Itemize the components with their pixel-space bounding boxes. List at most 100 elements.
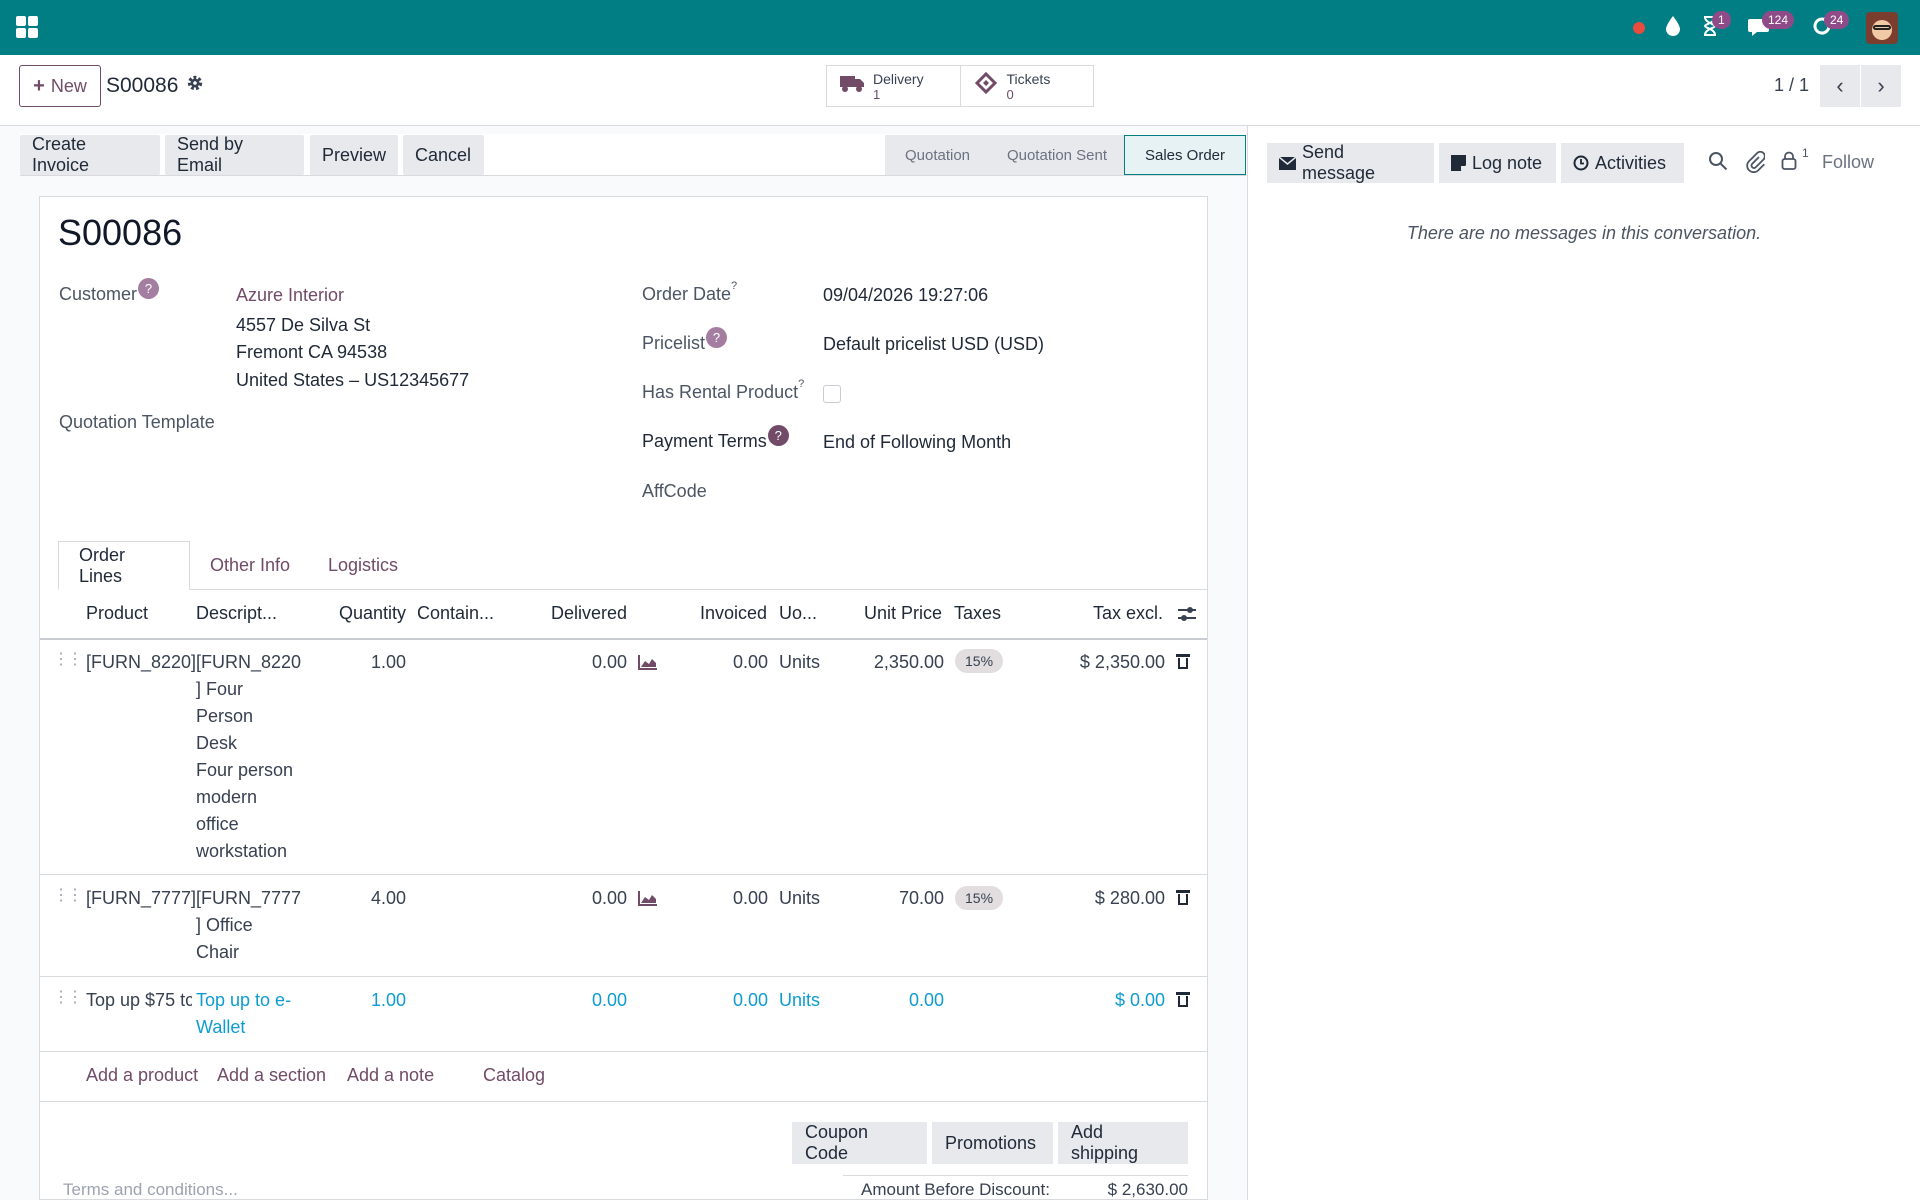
chevron-left-icon[interactable]: ‹: [1820, 65, 1860, 107]
pager-value[interactable]: 1 / 1: [1774, 75, 1810, 95]
coupon-code-button[interactable]: Coupon Code: [792, 1122, 927, 1164]
row-delivered[interactable]: 0.00: [591, 652, 627, 672]
log-note-button[interactable]: Log note: [1439, 143, 1556, 183]
row-uom[interactable]: Units: [779, 990, 821, 1010]
column-header-invoiced[interactable]: Invoiced: [700, 603, 768, 623]
column-header-tax-excl[interactable]: Tax excl.: [1093, 603, 1164, 623]
tab-other-info[interactable]: Other Info: [210, 555, 291, 575]
column-header-description[interactable]: Descript...: [196, 603, 278, 623]
delivery-smart-button[interactable]: Delivery 1: [827, 66, 961, 106]
row-uom[interactable]: Units: [779, 652, 821, 672]
help-icon[interactable]: ?: [731, 280, 738, 292]
help-icon[interactable]: ?: [138, 278, 160, 299]
row-unit-price[interactable]: 2,350.00: [873, 652, 944, 672]
row-product[interactable]: [FURN_8220]: [86, 652, 197, 672]
activities-label: Activities: [1595, 152, 1667, 173]
row-unit-price[interactable]: 70.00: [898, 888, 944, 908]
affcode-label: AffCode: [642, 481, 707, 501]
row-description[interactable]: Top up to e- Wallet: [196, 990, 292, 1037]
row-invoiced[interactable]: 0.00: [732, 888, 768, 908]
forecast-chart-icon[interactable]: [638, 654, 658, 670]
follow-button[interactable]: Follow: [1822, 152, 1875, 172]
tickets-label: Tickets: [1006, 70, 1051, 87]
cancel-button[interactable]: Cancel: [403, 135, 484, 175]
stage-quotation[interactable]: Quotation: [885, 135, 990, 175]
add-shipping-button[interactable]: Add shipping: [1058, 1122, 1188, 1164]
trash-icon[interactable]: [1176, 992, 1190, 1007]
row-invoiced[interactable]: 0.00: [732, 990, 768, 1010]
forecast-chart-icon[interactable]: [638, 890, 658, 906]
trash-icon[interactable]: [1176, 890, 1190, 905]
user-avatar[interactable]: [1866, 12, 1898, 44]
column-header-quantity[interactable]: Quantity: [339, 603, 407, 623]
catalog-link[interactable]: Catalog: [483, 1065, 546, 1085]
row-description[interactable]: [FURN_7777] Office Chair: [196, 888, 302, 962]
hourglass-icon[interactable]: [1700, 14, 1720, 44]
trash-icon[interactable]: [1176, 654, 1190, 669]
terms-and-conditions-field[interactable]: Terms and conditions...: [63, 1180, 238, 1199]
tickets-count: 0: [1006, 86, 1014, 102]
column-header-product[interactable]: Product: [86, 603, 149, 623]
delivery-label: Delivery: [873, 70, 924, 87]
row-product[interactable]: [FURN_7777]: [86, 888, 197, 908]
chevron-right-icon[interactable]: ›: [1861, 65, 1901, 107]
activities-button[interactable]: Activities: [1561, 143, 1684, 183]
apps-menu-icon[interactable]: [16, 16, 38, 38]
row-unit-price[interactable]: 0.00: [908, 990, 944, 1010]
truck-icon: [839, 73, 865, 99]
help-icon[interactable]: ?: [767, 425, 789, 446]
record-dot-icon[interactable]: [1628, 15, 1650, 43]
new-button[interactable]: + New: [19, 65, 101, 107]
row-delivered[interactable]: 0.00: [591, 990, 627, 1010]
add-product-link[interactable]: Add a product: [86, 1065, 199, 1085]
tab-logistics[interactable]: Logistics: [328, 555, 399, 575]
send-by-email-button[interactable]: Send by Email: [165, 134, 304, 175]
add-section-link[interactable]: Add a section: [217, 1065, 327, 1085]
column-header-uom[interactable]: Uo...: [779, 603, 818, 623]
pricelist-value[interactable]: Default pricelist USD (USD): [823, 334, 1045, 354]
preview-button[interactable]: Preview: [310, 135, 398, 175]
customer-label: Customer?: [59, 278, 160, 305]
column-header-delivered[interactable]: Delivered: [551, 603, 628, 623]
followers-lock-icon[interactable]: [1781, 151, 1797, 177]
row-quantity[interactable]: 4.00: [370, 888, 406, 908]
send-message-button[interactable]: Send message: [1267, 142, 1434, 183]
column-header-container[interactable]: Contain...: [417, 603, 495, 623]
row-quantity[interactable]: 1.00: [370, 652, 406, 672]
row-divider: [40, 1051, 1207, 1052]
row-delivered[interactable]: 0.00: [591, 888, 627, 908]
drag-handle-icon[interactable]: ⋮⋮: [53, 888, 83, 904]
promotions-button[interactable]: Promotions: [932, 1122, 1053, 1164]
customer-name-link[interactable]: Azure Interior: [236, 285, 345, 305]
add-note-link[interactable]: Add a note: [347, 1065, 435, 1085]
row-uom[interactable]: Units: [779, 888, 821, 908]
row-product[interactable]: Top up $75 tc: [86, 990, 192, 1010]
search-icon[interactable]: [1708, 151, 1728, 177]
has-rental-product-checkbox[interactable]: [823, 385, 841, 403]
column-header-taxes[interactable]: Taxes: [954, 603, 1002, 623]
create-invoice-button[interactable]: Create Invoice: [20, 134, 160, 175]
order-date-value[interactable]: 09/04/2026 19:27:06: [823, 285, 989, 305]
tax-badge[interactable]: 15%: [955, 886, 1004, 910]
tickets-smart-button[interactable]: Tickets 0: [961, 66, 1094, 106]
row-quantity[interactable]: 1.00: [370, 990, 406, 1010]
payment-terms-value[interactable]: End of Following Month: [823, 432, 1012, 452]
stage-sales-order[interactable]: Sales Order: [1124, 135, 1246, 175]
optional-columns-icon[interactable]: [1177, 605, 1197, 628]
table-footer-divider: [40, 1101, 1207, 1102]
drop-icon[interactable]: [1663, 14, 1683, 44]
gear-icon[interactable]: [186, 74, 204, 97]
row-invoiced[interactable]: 0.00: [732, 652, 768, 672]
tabs-divider: [58, 589, 1207, 590]
tab-order-lines[interactable]: Order Lines: [58, 541, 190, 590]
stage-quotation-sent[interactable]: Quotation Sent: [990, 135, 1124, 175]
help-icon[interactable]: ?: [798, 378, 805, 390]
row-description[interactable]: [FURN_8220] Four Person Desk Four person mod…: [196, 652, 302, 861]
paperclip-icon[interactable]: [1745, 150, 1766, 179]
drag-handle-icon[interactable]: ⋮⋮: [53, 652, 83, 668]
help-icon[interactable]: ?: [706, 327, 728, 348]
drag-handle-icon[interactable]: ⋮⋮: [53, 990, 83, 1006]
delivery-count: 1: [873, 86, 881, 102]
column-header-unit-price[interactable]: Unit Price: [864, 603, 943, 623]
tax-badge[interactable]: 15%: [955, 649, 1004, 673]
